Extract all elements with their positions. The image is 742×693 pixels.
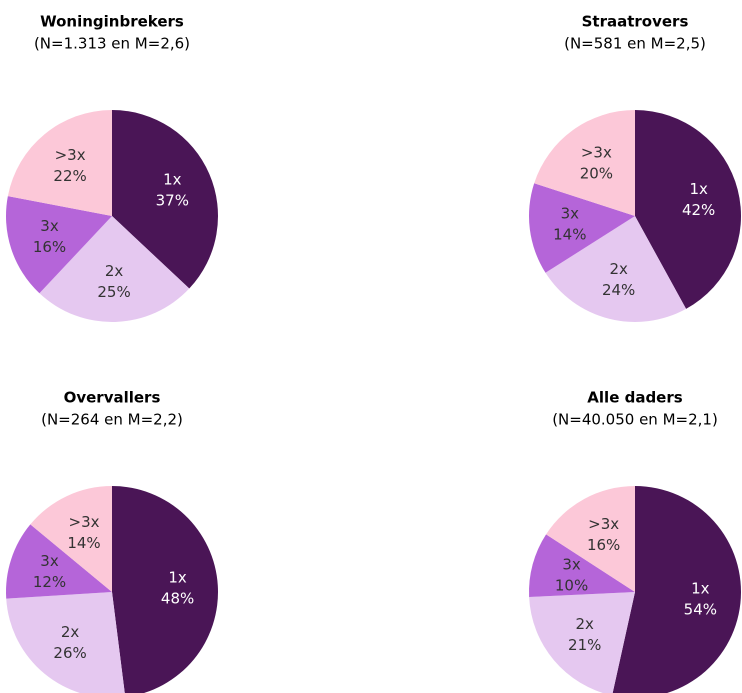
slice-value-label: 12%: [33, 573, 66, 591]
slice-category: 3x: [40, 217, 59, 235]
pie-slice: [529, 592, 635, 693]
slice-value-label: 22%: [53, 167, 86, 185]
slice-category: 3x: [40, 552, 59, 570]
slice-value-label: 24%: [602, 281, 635, 299]
slice-category: 1x: [168, 568, 187, 586]
pie-slice: [7, 110, 113, 216]
slice-category: 2x: [61, 623, 80, 641]
pie-slice: [112, 110, 218, 289]
chart-subtitle: (N=581 en M=2,5): [564, 35, 706, 53]
slice-value-label: 16%: [587, 536, 620, 554]
pie-slice: [546, 486, 635, 592]
slice-value-label: 42%: [682, 201, 715, 219]
slice-value-label: 26%: [53, 644, 86, 662]
slice-category: 3x: [561, 205, 580, 223]
slice-category: 1x: [163, 170, 182, 188]
slice-category: 1x: [689, 180, 708, 198]
slice-category: 3x: [562, 555, 581, 573]
slice-value-label: 20%: [580, 164, 613, 182]
chart-subtitle: (N=264 en M=2,2): [41, 411, 183, 429]
pie-slice: [635, 110, 742, 309]
slice-category: 2x: [576, 615, 595, 633]
slice-category: 2x: [609, 260, 628, 278]
chart-subtitle: (N=40.050 en M=2,1): [552, 411, 718, 429]
chart-title: Straatrovers: [582, 13, 689, 31]
slice-category: >3x: [588, 515, 619, 533]
pie-slice: [6, 592, 125, 693]
slice-value-label: 10%: [555, 576, 588, 594]
slice-category: >3x: [69, 513, 100, 531]
slice-value-label: 14%: [67, 534, 100, 552]
pie-slice: [529, 534, 635, 597]
slice-category: 1x: [691, 580, 710, 598]
slice-value-label: 48%: [161, 589, 194, 607]
chart-subtitle: (N=1.313 en M=2,6): [34, 35, 190, 53]
slice-value-label: 37%: [156, 191, 189, 209]
slice-value-label: 21%: [568, 636, 601, 654]
pie-slice: [612, 486, 741, 693]
pie-slice: [5, 196, 112, 294]
pie-slice: [545, 216, 687, 323]
slice-value-label: 54%: [684, 601, 717, 619]
chart-title: Woninginbrekers: [40, 13, 184, 31]
slice-value-label: 16%: [33, 238, 66, 256]
pie-slice: [5, 524, 112, 599]
pie-slice: [39, 216, 190, 322]
slice-value-label: 14%: [553, 226, 586, 244]
chart-title: Overvallers: [64, 389, 161, 407]
slice-value-label: 25%: [97, 283, 130, 301]
chart-title: Alle daders: [587, 389, 682, 407]
slice-category: >3x: [55, 146, 86, 164]
slice-category: >3x: [581, 143, 612, 161]
pie-slice: [529, 183, 635, 273]
pie-slice: [30, 486, 113, 592]
pie-slice: [112, 486, 218, 693]
pie-slice: [534, 110, 635, 216]
slice-category: 2x: [105, 262, 124, 280]
